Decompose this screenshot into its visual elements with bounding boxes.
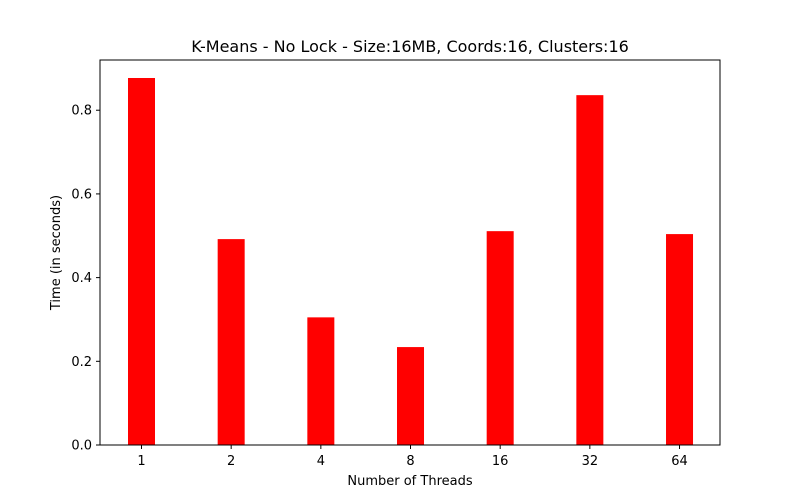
- x-axis-ticks: 1 2 4 8 16 32 64: [137, 445, 688, 469]
- y-tick-label: 0.8: [71, 104, 92, 119]
- y-tick-label: 0.0: [71, 439, 92, 454]
- y-tick-label: 0.6: [71, 187, 92, 202]
- x-tick-label: 8: [406, 454, 414, 469]
- plot-frame: [99, 59, 721, 446]
- y-axis-ticks: 0.0 0.2 0.4 0.6 0.8: [71, 104, 100, 454]
- bar-2: [217, 239, 245, 445]
- x-tick-label: 1: [137, 454, 145, 469]
- x-tick-label: 32: [582, 454, 599, 469]
- x-tick-label: 16: [492, 454, 509, 469]
- x-axis-label: Number of Threads: [347, 474, 472, 489]
- bars-group: [128, 77, 694, 446]
- bar-4: [307, 317, 335, 445]
- y-tick-label: 0.2: [71, 355, 92, 370]
- chart-title: K-Means - No Lock - Size:16MB, Coords:16…: [191, 37, 629, 56]
- y-axis-label: Time (in seconds): [49, 195, 64, 311]
- y-tick-label: 0.4: [71, 271, 92, 286]
- bar-8: [397, 347, 425, 445]
- x-tick-label: 64: [671, 454, 688, 469]
- bar-16: [486, 231, 514, 445]
- bar-1: [128, 77, 155, 445]
- x-tick-label: 2: [227, 454, 235, 469]
- bar-32: [576, 95, 604, 446]
- x-tick-label: 4: [317, 454, 325, 469]
- bar-64: [666, 234, 694, 445]
